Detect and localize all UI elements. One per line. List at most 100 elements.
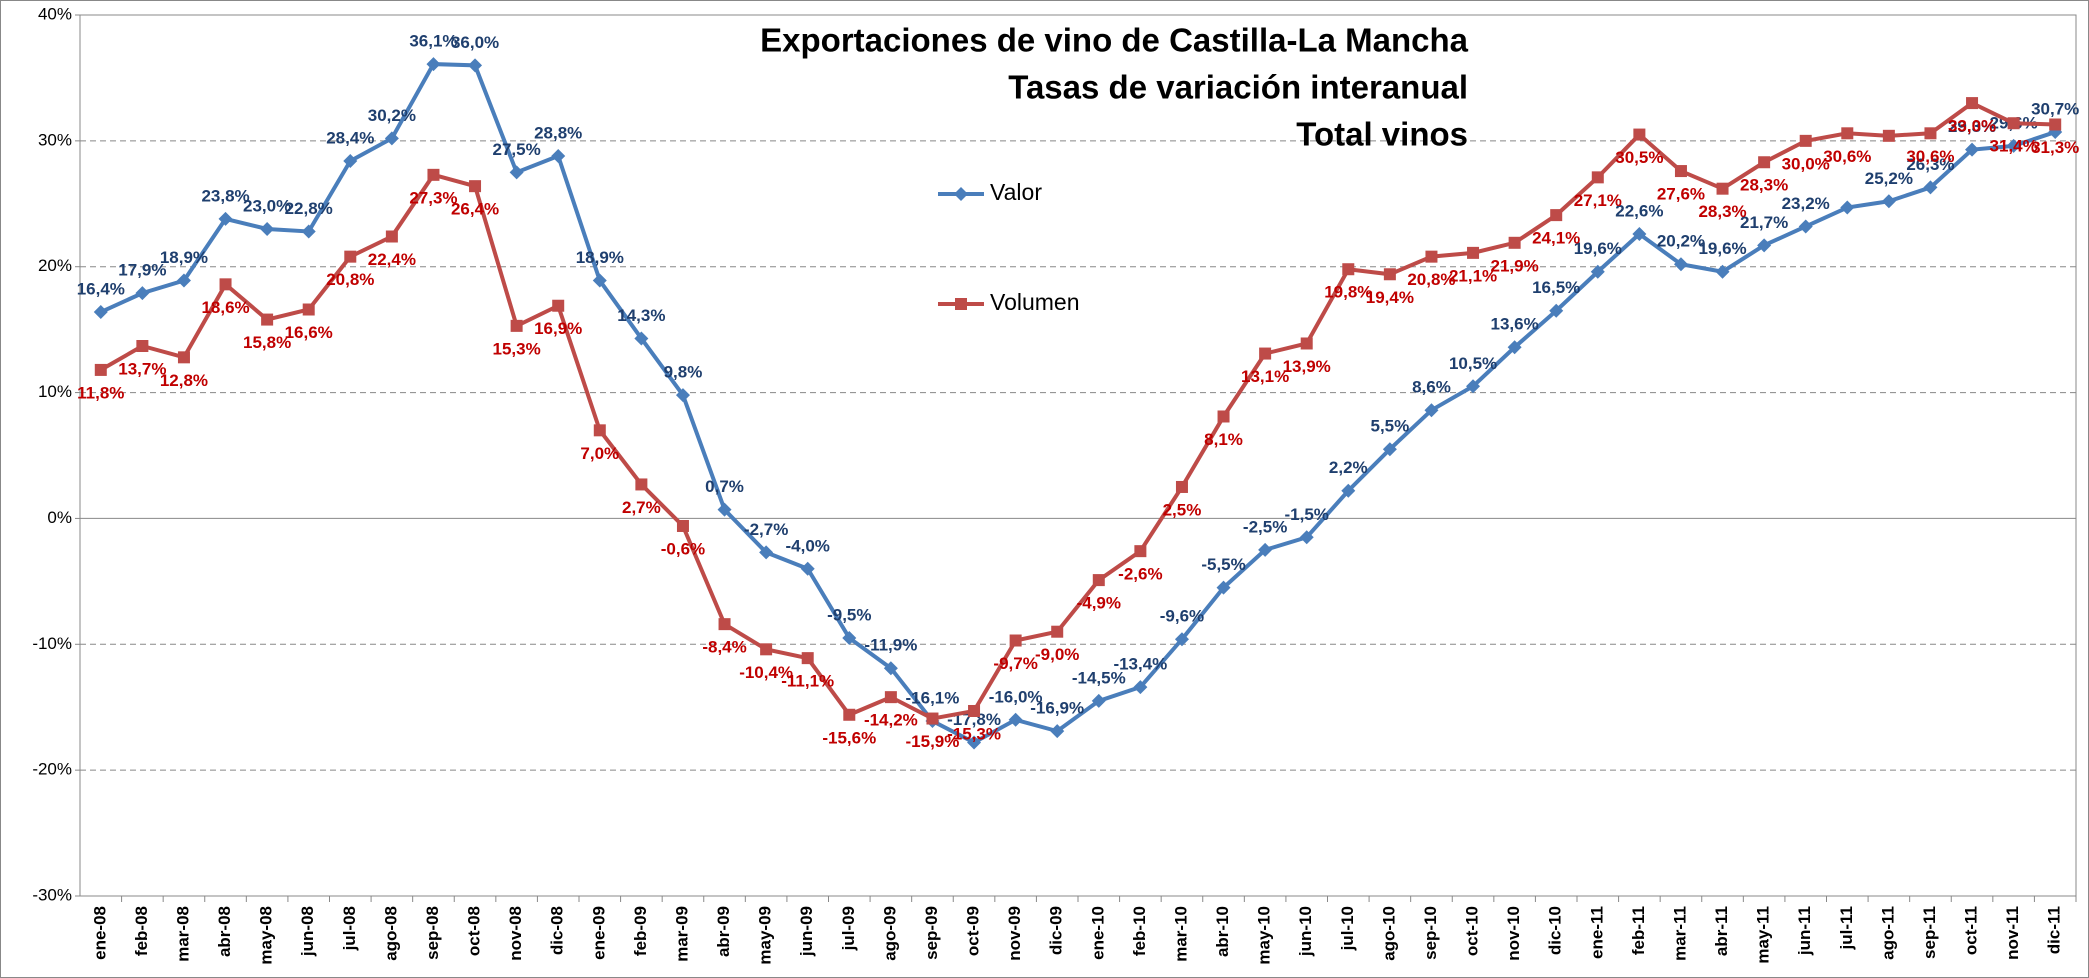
x-tick-label: sep-11 [1920,906,1939,959]
data-label: 22,4% [368,250,416,269]
data-label: 28,4% [326,128,374,147]
marker [1259,347,1272,360]
x-tick-label: mar-11 [1670,906,1689,961]
data-label: -15,9% [906,732,960,751]
data-label: 19,4% [1366,288,1414,307]
data-label: 36,0% [451,33,499,52]
marker [1133,680,1148,695]
data-label: 30,6% [1823,147,1871,166]
marker [177,351,190,364]
x-tick-label: mar-08 [173,906,192,962]
data-label: -14,5% [1072,668,1126,687]
data-label: -11,1% [781,672,834,691]
y-tick-label: 10% [38,382,72,401]
marker [717,502,732,517]
y-tick-label: -20% [32,760,72,779]
data-label: 23,0% [243,196,291,215]
marker [675,388,690,403]
data-label: 28,3% [1698,202,1746,221]
marker [1632,226,1647,241]
marker [1673,257,1688,272]
x-tick-label: ene-11 [1587,906,1606,959]
marker [2006,138,2021,153]
marker [1758,156,1771,169]
x-tick-label: abr-09 [714,906,733,957]
data-label: 23,8% [201,186,249,205]
marker [176,273,191,288]
data-label: 21,7% [1740,213,1788,232]
marker [635,478,648,491]
data-label: 25,2% [1865,169,1913,188]
data-label: 30,7% [2031,100,2079,119]
marker [1466,379,1481,394]
marker [1258,542,1273,557]
data-label: 26,4% [451,200,499,219]
data-label: -8,4% [702,638,746,657]
marker [426,57,441,72]
x-tick-label: oct-09 [964,906,983,956]
data-label: -16,0% [989,687,1043,706]
data-label: 11,8% [77,383,124,402]
data-label: -2,5% [1243,517,1287,536]
data-label: 18,9% [160,248,208,267]
data-label: 28,8% [534,123,582,142]
marker [385,230,398,243]
y-tick-label: 0% [47,508,72,527]
x-tick-label: jun-10 [1296,906,1315,957]
data-label: -13,4% [1113,655,1167,674]
marker [1467,246,1480,259]
legend-label: Valor [990,179,1042,205]
marker [1341,483,1356,498]
marker [302,303,315,316]
marker [469,180,482,193]
marker [955,298,967,310]
x-tick-label: may-11 [1754,906,1773,964]
x-tick-label: ene-08 [90,906,109,960]
x-tick-label: may-08 [257,906,276,965]
data-label: -9,7% [993,654,1037,673]
data-label: 9,8% [664,363,703,382]
marker [468,58,483,73]
x-tick-label: dic-10 [1546,906,1565,955]
data-label: 36,1% [409,32,457,51]
marker [759,545,774,560]
x-tick-label: ago-09 [880,906,899,961]
x-tick-label: nov-09 [1005,906,1024,961]
x-tick-label: mar-10 [1171,906,1190,962]
marker [954,187,968,201]
data-label: 2,5% [1163,500,1202,519]
marker [1508,236,1521,249]
marker [551,148,566,163]
marker [676,519,689,532]
marker [1174,632,1189,647]
data-label: 31,4% [1990,137,2038,156]
data-label: 13,7% [118,359,166,378]
data-label: -15,3% [947,724,1001,743]
data-label: 30,2% [368,106,416,125]
x-tick-label: nov-08 [506,906,525,961]
marker [1841,127,1854,140]
marker [301,224,316,239]
x-tick-label: ago-11 [1878,906,1897,960]
marker [344,250,357,263]
marker [509,165,524,180]
data-label: 21,9% [1491,256,1539,275]
marker [883,661,898,676]
marker [94,363,107,376]
data-label: -9,5% [827,605,871,624]
marker [592,273,607,288]
data-label: 19,6% [1698,239,1746,258]
data-label: 16,4% [77,280,125,299]
chart-title: Exportaciones de vino de Castilla-La Man… [760,22,1469,59]
data-label: 14,3% [617,306,665,325]
marker [135,286,150,301]
marker [1091,693,1106,708]
marker [968,704,981,717]
marker [1881,194,1896,209]
marker [219,278,232,291]
marker [1799,134,1812,147]
y-tick-label: -30% [32,885,72,904]
marker [1051,625,1064,638]
marker [93,305,108,320]
data-label: 26,3% [1906,155,1954,174]
